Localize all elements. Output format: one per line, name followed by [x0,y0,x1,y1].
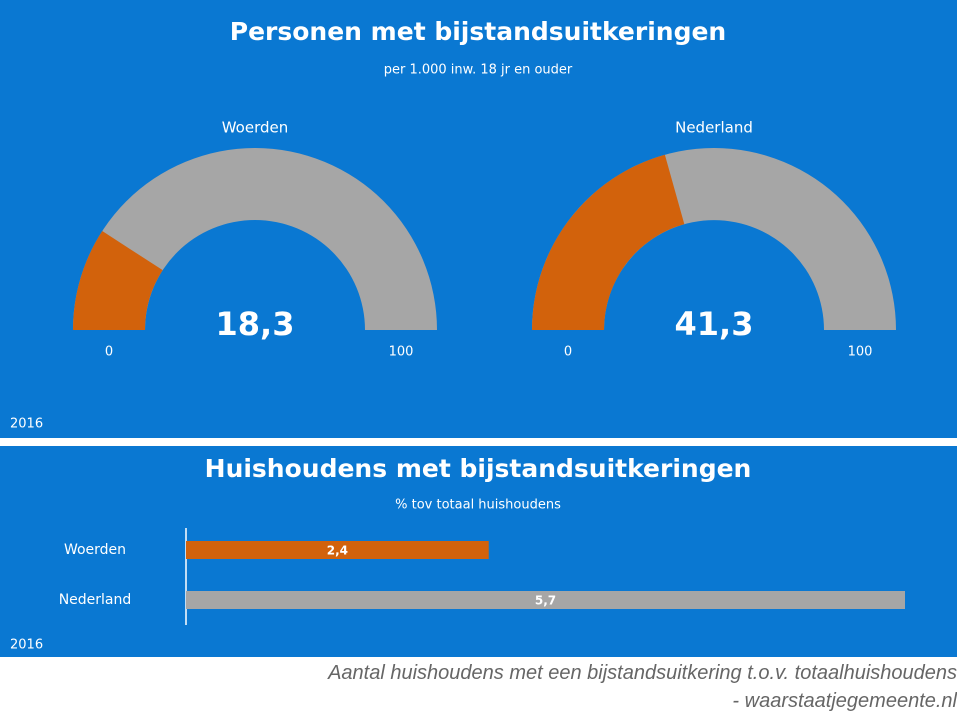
value-label: 5,7 [535,594,556,608]
chart-title: Personen met bijstandsuitkeringen [230,17,726,46]
caption: Aantal huishoudens met een bijstandsuitk… [328,662,957,684]
y-tick-label: Woerden [64,542,126,558]
caption: - waarstaatjegemeente.nl [732,690,957,712]
gauge-track [73,148,437,330]
gauge-value [73,231,163,330]
chart-subtitle: % tov totaal huishoudens [395,498,561,513]
y-tick-label: Nederland [59,592,132,608]
gauge-label: Woerden [222,119,289,137]
gauge-label: Nederland [675,119,753,137]
chart-title: Huishoudens met bijstandsuitkeringen [205,454,752,483]
footnote: 2016 [10,417,43,432]
footnote: 2016 [10,638,43,653]
chart: Personen met bijstandsuitkeringen per 1.… [0,0,957,657]
gauge-value [532,154,685,330]
gauge-tick-label: 0 [105,345,113,360]
bar [186,591,905,609]
chart-subtitle: per 1.000 inw. 18 jr en ouder [384,63,573,78]
gauge-tick-label: 100 [848,345,873,360]
value-label: 2,4 [327,544,348,558]
gauge-tick-label: 100 [389,345,414,360]
gauge-tick-label: 0 [564,345,572,360]
bar [186,541,489,559]
value-label: 41,3 [675,305,754,343]
value-label: 18,3 [216,305,295,343]
